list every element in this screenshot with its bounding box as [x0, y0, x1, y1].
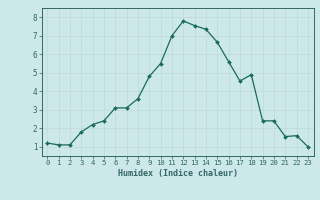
X-axis label: Humidex (Indice chaleur): Humidex (Indice chaleur) [118, 169, 237, 178]
